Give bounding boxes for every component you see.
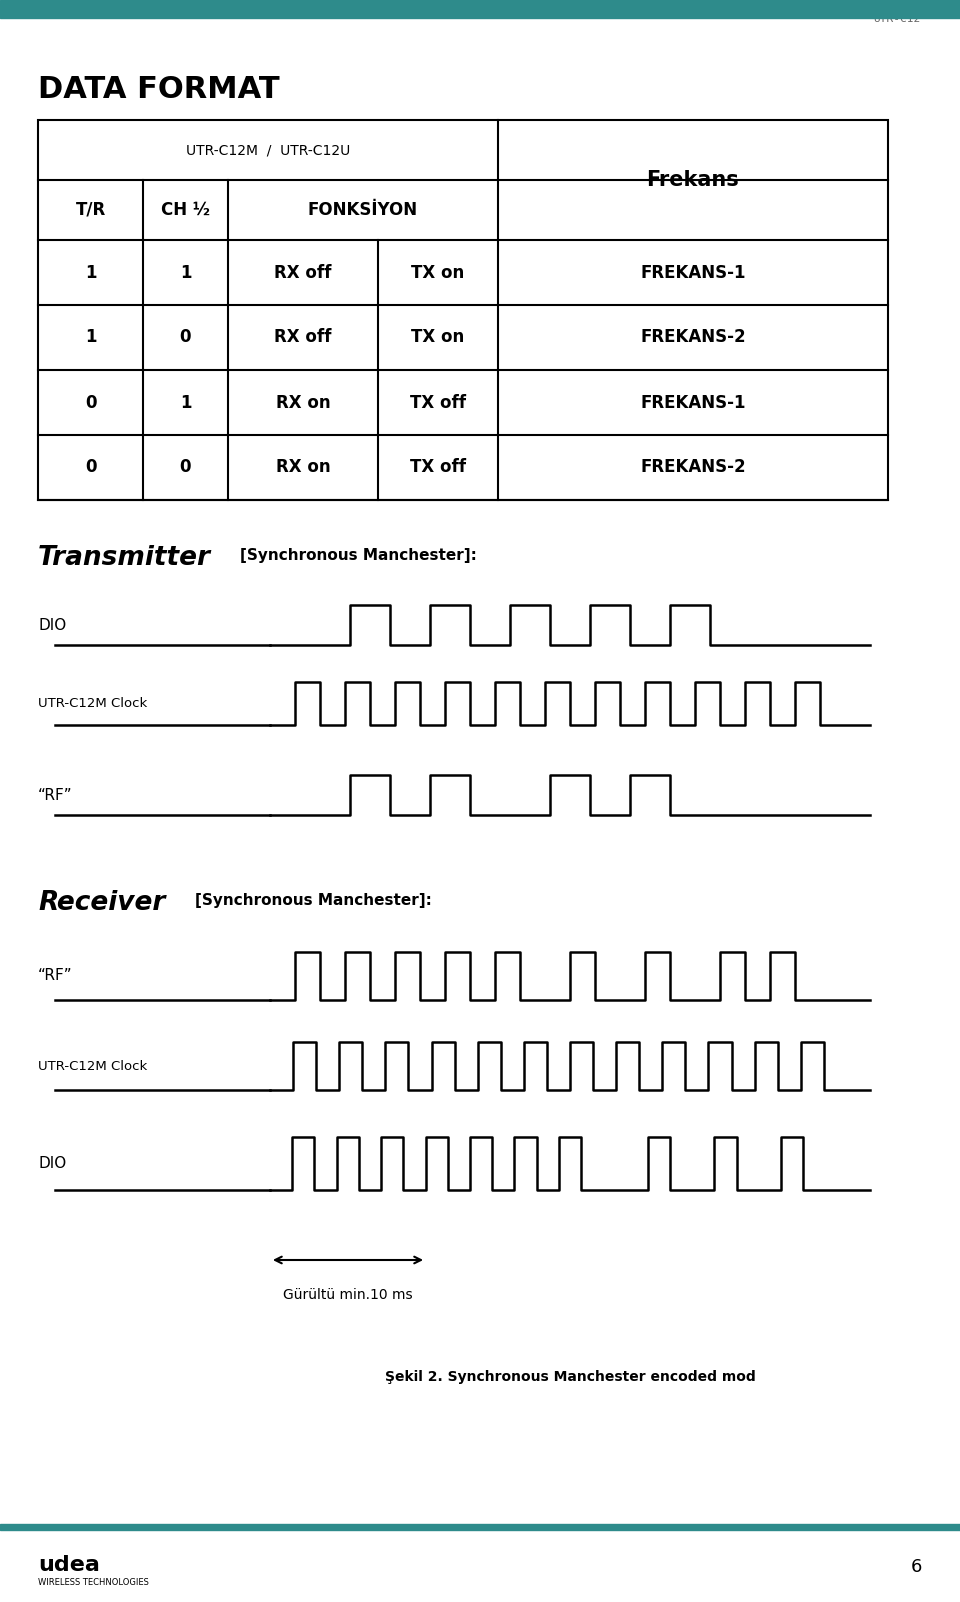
Text: 1: 1 <box>84 263 96 282</box>
Text: FREKANS-1: FREKANS-1 <box>640 394 746 412</box>
Text: RX on: RX on <box>276 394 330 412</box>
Text: FREKANS-2: FREKANS-2 <box>640 458 746 476</box>
Text: Gürültü min.10 ms: Gürültü min.10 ms <box>283 1288 413 1302</box>
Text: RX off: RX off <box>275 328 332 346</box>
Text: 0: 0 <box>180 458 191 476</box>
Text: Frekans: Frekans <box>647 170 739 191</box>
Text: UTR-C12: UTR-C12 <box>873 14 920 24</box>
Text: udea: udea <box>38 1556 100 1575</box>
Text: 0: 0 <box>84 458 96 476</box>
Text: FONKSİYON: FONKSİYON <box>308 200 418 219</box>
Text: Receiver: Receiver <box>38 891 165 916</box>
Text: Şekil 2. Synchronous Manchester encoded mod: Şekil 2. Synchronous Manchester encoded … <box>385 1370 756 1384</box>
Bar <box>0 0 960 18</box>
Text: TX on: TX on <box>412 263 465 282</box>
Text: DIO: DIO <box>38 617 66 633</box>
Text: WIRELESS TECHNOLOGIES: WIRELESS TECHNOLOGIES <box>38 1578 149 1588</box>
Bar <box>38 120 888 500</box>
Text: CH ½: CH ½ <box>161 200 210 219</box>
Text: 1: 1 <box>180 263 191 282</box>
Text: 1: 1 <box>180 394 191 412</box>
Text: TX on: TX on <box>412 328 465 346</box>
Text: T/R: T/R <box>76 200 106 219</box>
Text: DIO: DIO <box>38 1157 66 1171</box>
Text: UTR-C12M Clock: UTR-C12M Clock <box>38 697 147 710</box>
Text: [Synchronous Manchester]:: [Synchronous Manchester]: <box>240 548 477 562</box>
Bar <box>0 1524 960 1530</box>
Text: UTR-C12M  /  UTR-C12U: UTR-C12M / UTR-C12U <box>186 143 350 157</box>
Text: 1: 1 <box>84 328 96 346</box>
Text: 0: 0 <box>180 328 191 346</box>
Text: “RF”: “RF” <box>38 788 73 803</box>
Text: UTR-C12M Clock: UTR-C12M Clock <box>38 1059 147 1072</box>
Text: TX off: TX off <box>410 458 466 476</box>
Text: TX off: TX off <box>410 394 466 412</box>
Text: RX on: RX on <box>276 458 330 476</box>
Text: [Synchronous Manchester]:: [Synchronous Manchester]: <box>195 892 432 908</box>
Text: Transmitter: Transmitter <box>38 545 211 570</box>
Text: FREKANS-2: FREKANS-2 <box>640 328 746 346</box>
Text: 0: 0 <box>84 394 96 412</box>
Text: RX off: RX off <box>275 263 332 282</box>
Text: DATA FORMAT: DATA FORMAT <box>38 75 279 104</box>
Text: 6: 6 <box>911 1559 922 1576</box>
Text: FREKANS-1: FREKANS-1 <box>640 263 746 282</box>
Text: “RF”: “RF” <box>38 969 73 984</box>
